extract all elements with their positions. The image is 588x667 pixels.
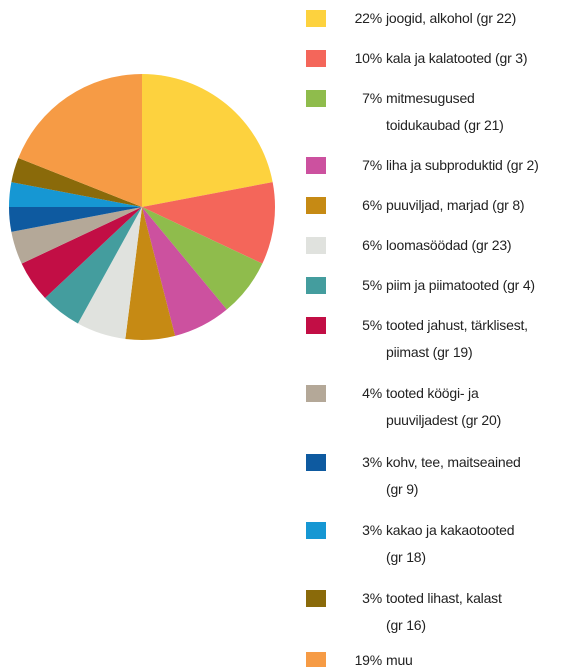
legend-percent: 6% (362, 197, 382, 213)
legend-label: puuviljad, marjad (gr 8) (386, 197, 525, 213)
legend-label: muu (386, 652, 413, 667)
legend-swatch (306, 157, 326, 174)
legend-percent: 5% (362, 277, 382, 293)
legend-percent: 6% (362, 237, 382, 253)
legend-label: mitmesugused toidukaubad (gr 21) (386, 90, 504, 133)
legend-percent: 4% (362, 385, 382, 401)
pie-slice (142, 207, 263, 310)
legend-percent: 5% (362, 317, 382, 333)
legend-swatch (306, 652, 326, 667)
pie-slice (21, 207, 142, 299)
legend-percent: 3% (362, 590, 382, 606)
legend-swatch (306, 50, 326, 67)
legend-swatch (306, 10, 326, 27)
pie-slice (45, 207, 142, 324)
pie-slice (142, 207, 227, 336)
pie-slice (9, 207, 142, 232)
pie-slice (9, 182, 142, 207)
legend-swatch (306, 277, 326, 294)
legend-swatch (306, 317, 326, 334)
legend-percent: 3% (362, 522, 382, 538)
pie-slice (18, 74, 142, 207)
legend-label: liha ja subproduktid (gr 2) (386, 157, 539, 173)
legend-swatch (306, 522, 326, 539)
legend-label: kala ja kalatooted (gr 3) (386, 50, 528, 66)
legend-label: tooted köögi- ja puuviljadest (gr 20) (386, 385, 502, 428)
legend-percent: 10% (354, 50, 383, 66)
pie-chart (9, 74, 275, 340)
legend-label: joogid, alkohol (gr 22) (386, 10, 517, 26)
pie-slice (125, 207, 176, 340)
legend-label: loomasöödad (gr 23) (386, 237, 512, 253)
pie-slice (11, 158, 143, 207)
legend-percent: 7% (362, 90, 382, 106)
legend-label: kohv, tee, maitseained (gr 9) (386, 454, 521, 497)
legend-label: tooted jahust, tärklisest, piimast (gr 1… (386, 317, 528, 360)
pie-slice (77, 207, 142, 339)
legend-percent: 22% (354, 10, 383, 26)
legend-swatch (306, 90, 326, 107)
legend-swatch (306, 590, 326, 607)
legend-swatch (306, 454, 326, 471)
legend-percent: 3% (362, 454, 382, 470)
legend-swatch (306, 385, 326, 402)
pie-slice (142, 182, 275, 264)
pie-slice (142, 74, 273, 207)
legend-label: tooted lihast, kalast (gr 16) (386, 590, 502, 633)
legend-percent: 19% (354, 652, 383, 667)
legend-label: piim ja piimatooted (gr 4) (386, 277, 535, 293)
legend-swatch (306, 237, 326, 254)
pie-slice (11, 207, 143, 264)
legend-percent: 7% (362, 157, 382, 173)
legend-swatch (306, 197, 326, 214)
legend-label: kakao ja kakaotooted (gr 18) (386, 522, 515, 565)
